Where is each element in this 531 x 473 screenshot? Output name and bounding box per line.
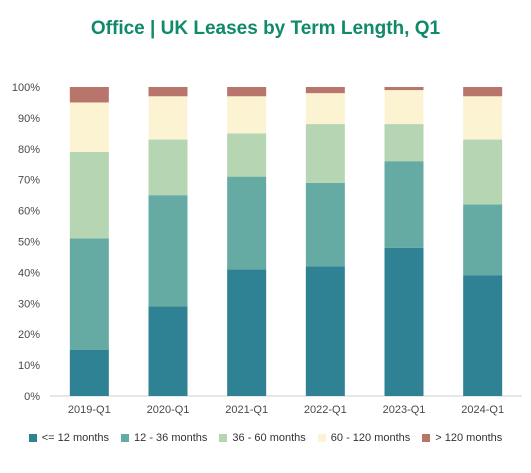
bar-segment — [227, 87, 267, 97]
bar-segment — [305, 87, 345, 94]
legend-item: <= 12 months — [28, 432, 110, 444]
legend-label: 12 - 36 months — [134, 432, 208, 444]
bar-segment — [148, 96, 188, 140]
bar-segment — [384, 161, 424, 248]
bar-segment — [463, 87, 503, 97]
bar-segment — [305, 93, 345, 125]
bar-segment — [305, 266, 345, 396]
bar-segment — [69, 349, 109, 396]
legend-swatch — [28, 434, 37, 442]
legend-label: 36 - 60 months — [232, 432, 306, 444]
x-axis: 2019-Q1 2020-Q1 2021-Q1 2022-Q1 2023-Q1 2024-… — [50, 395, 522, 416]
y-tick-label: 20% — [18, 329, 40, 341]
bar-segment — [305, 124, 345, 183]
legend-label: > 120 months — [435, 432, 503, 444]
legend-swatch — [121, 434, 130, 442]
legend-swatch — [219, 434, 228, 442]
legend-item: 36 - 60 months — [219, 432, 306, 444]
bar-segment — [148, 139, 188, 196]
bars — [69, 87, 503, 396]
legend-item: 60 - 120 months — [317, 432, 411, 444]
y-tick-label: 50% — [18, 237, 40, 249]
legend-swatch — [422, 434, 431, 442]
y-tick-label: 60% — [18, 206, 40, 218]
y-tick-label: 70% — [18, 175, 40, 187]
bar-segment — [384, 87, 424, 91]
bar-segment — [69, 238, 109, 350]
x-tick-label: 2022-Q1 — [304, 404, 347, 416]
legend-swatch — [317, 434, 326, 442]
x-tick-label: 2023-Q1 — [383, 404, 426, 416]
y-tick-label: 100% — [12, 82, 40, 94]
chart-title: Office | UK Leases by Term Length, Q1 — [90, 18, 441, 39]
bar-segment — [69, 102, 109, 152]
y-tick-label: 90% — [18, 113, 40, 125]
bar-segment — [148, 87, 188, 97]
x-tick-label: 2021-Q1 — [225, 404, 268, 416]
y-tick-label: 30% — [18, 298, 40, 310]
bar-segment — [305, 182, 345, 267]
legend: <= 12 months 12 - 36 months 36 - 60 months… — [0, 432, 531, 444]
bar-segment — [227, 133, 267, 177]
y-tick-label: 10% — [18, 360, 40, 372]
bar-segment — [463, 204, 503, 276]
legend-label: 60 - 120 months — [330, 432, 411, 444]
bar-segment — [463, 96, 503, 140]
x-tick-label: 2020-Q1 — [147, 404, 190, 416]
bar-segment — [148, 195, 188, 307]
bar-segment — [227, 176, 267, 270]
bar-segment — [384, 247, 424, 396]
x-tick-label: 2019-Q1 — [68, 404, 111, 416]
y-axis: 0% 10% 20% 30% 40% 50% 60% 70% 80% 90% 100% — [12, 82, 40, 403]
legend-item: 12 - 36 months — [121, 432, 207, 444]
bar-segment — [148, 306, 188, 396]
legend-item: > 120 months — [422, 432, 502, 444]
bar-segment — [69, 87, 109, 103]
bar-segment — [384, 124, 424, 162]
bar-segment — [463, 275, 503, 396]
y-tick-label: 80% — [18, 144, 40, 156]
bar-segment — [463, 139, 503, 205]
bar-segment — [227, 269, 267, 396]
bar-segment — [69, 151, 109, 239]
legend-label: <= 12 months — [41, 432, 110, 444]
y-tick-label: 40% — [18, 267, 40, 279]
bar-segment — [384, 90, 424, 125]
x-tick-label: 2024-Q1 — [461, 404, 504, 416]
y-tick-label: 0% — [24, 391, 40, 403]
bar-segment — [227, 96, 267, 134]
